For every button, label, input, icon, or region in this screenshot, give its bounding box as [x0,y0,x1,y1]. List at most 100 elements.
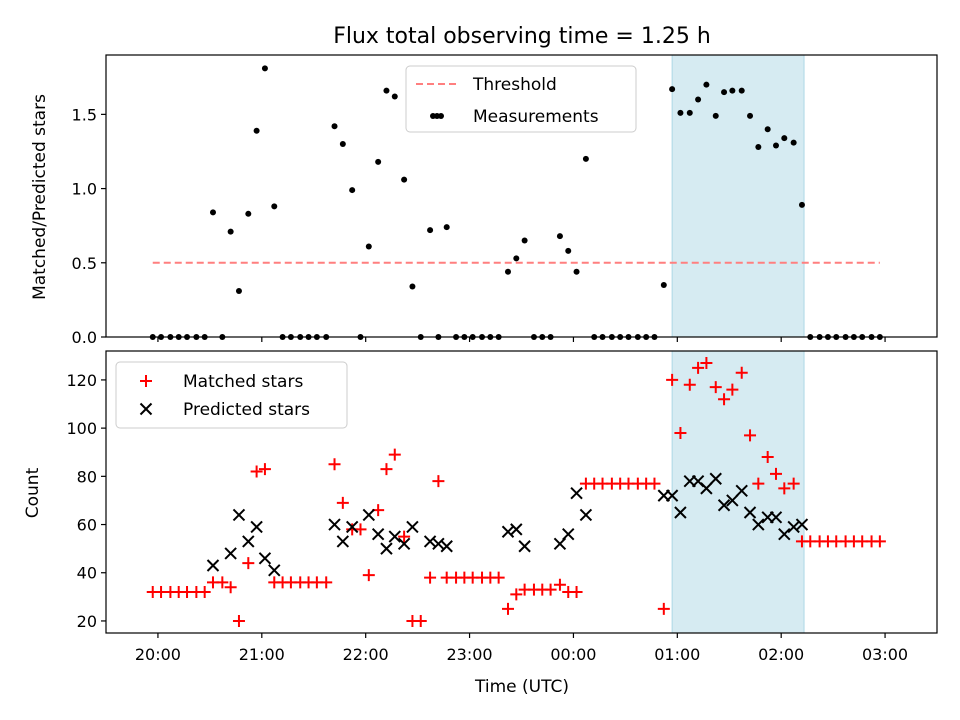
measurement-point [227,228,234,235]
measurement-point [391,93,398,100]
predicted-star-point [388,530,401,543]
predicted-star-point [665,489,679,502]
top-y-tick-label: 1.0 [72,180,97,199]
shaded-window-bottom [672,351,805,633]
measurement-point [677,109,684,116]
predicted-star-point [336,535,350,548]
x-tick-label: 20:00 [135,645,181,664]
matched-star-point [362,569,375,582]
matched-star-point [250,465,263,478]
bottom-y-tick-label: 20 [77,612,97,631]
predicted-star-point [423,535,437,548]
legend-predicted-label: Predicted stars [183,400,310,420]
matched-star-point [692,361,705,374]
predicted-star-point [795,518,809,531]
predicted-star-point [258,552,272,565]
predicted-star-point [562,527,575,541]
predicted-star-point [380,542,393,555]
bottom-y-tick-label: 120 [66,371,97,390]
measurement-point [383,87,390,94]
count-plot: 20 40 60 80 100 120 20:00 21:00 22:00 23:00 00:00 0… [66,350,938,664]
matched-star-point [258,463,271,476]
x-tick-label: 22:00 [343,645,389,664]
measurement-point [349,187,356,194]
matched-star-point [224,581,237,594]
matched-star-point [700,357,713,370]
measurement-point [339,141,346,148]
matched-star-point [544,583,557,596]
predicted-star-point [743,506,757,519]
x-tick-label: 00:00 [550,645,596,664]
matched-star-point [674,426,687,439]
matched-star-point [320,576,333,589]
matched-star-point [778,482,791,495]
legend-measurements-marker [438,113,444,119]
matched-star-point [336,496,349,509]
predicted-star-point [726,494,739,507]
predicted-star-point [735,484,748,498]
measurement-point [427,227,434,234]
matched-star-point [388,448,401,461]
predicted-star-point [700,482,713,495]
legend-predicted-marker [139,402,153,416]
x-tick-label: 01:00 [654,645,700,664]
measurement-point [573,268,580,275]
matched-star-point [354,523,367,536]
measurement-point [686,109,693,116]
measurement-point [660,282,667,289]
matched-star-point [216,576,229,589]
top-y-tick-label: 0.5 [72,254,97,273]
predicted-star-point [570,486,583,500]
chart-title: Flux total observing time = 1.25 h [333,24,711,49]
predicted-star-point [752,518,765,531]
measurement-point [798,201,805,208]
matched-star-point [570,586,583,599]
measurement-point [261,65,268,72]
matched-star-point [761,451,774,464]
matched-star-point [492,571,505,584]
bottom-axes-frame [105,350,938,634]
measurement-point [209,209,216,216]
bottom-y-tick-label: 60 [77,516,97,535]
top-ylabel: Matched/Predicted stars [30,94,50,300]
matched-star-point [198,586,211,599]
shaded-window-top [672,55,805,337]
matched-star-point [553,578,566,591]
matched-star-point [510,588,523,601]
measurement-point [747,112,754,119]
predicted-star-point [345,520,359,534]
matched-star-point [873,535,886,548]
matched-star-point [328,458,341,471]
measurement-point [556,233,563,240]
measurement-point [271,203,278,210]
predicted-star-point [362,508,376,522]
matched-star-point [666,373,679,386]
measurement-point [565,247,572,254]
predicted-star-point [371,527,385,541]
matched-star-point [242,557,255,570]
predicted-star-point [242,535,255,548]
measurement-point [582,155,589,162]
legend-measurements-label: Measurements [473,107,599,127]
x-tick-label: 02:00 [758,645,804,664]
predicted-star-point [717,499,731,512]
predicted-star-point [501,525,515,538]
measurement-point [331,123,338,130]
predicted-star-point [268,564,281,577]
top-legend-box [405,65,637,133]
matched-star-point [709,381,722,394]
ratio-plot: 0.0 0.5 1.0 1.5 Threshold Measurements [72,54,938,347]
measurement-point [781,135,788,142]
bottom-y-tick-label: 100 [66,419,97,438]
matched-star-point [380,463,393,476]
measurement-point [253,127,260,134]
matched-star-point [398,530,411,543]
predicted-star-point [579,508,593,522]
predicted-star-point [206,559,220,572]
legend-matched-marker [140,375,152,387]
measurement-point [738,87,745,94]
matched-star-point [657,602,670,615]
matched-star-point [787,477,800,490]
top-axes-frame [105,54,938,338]
